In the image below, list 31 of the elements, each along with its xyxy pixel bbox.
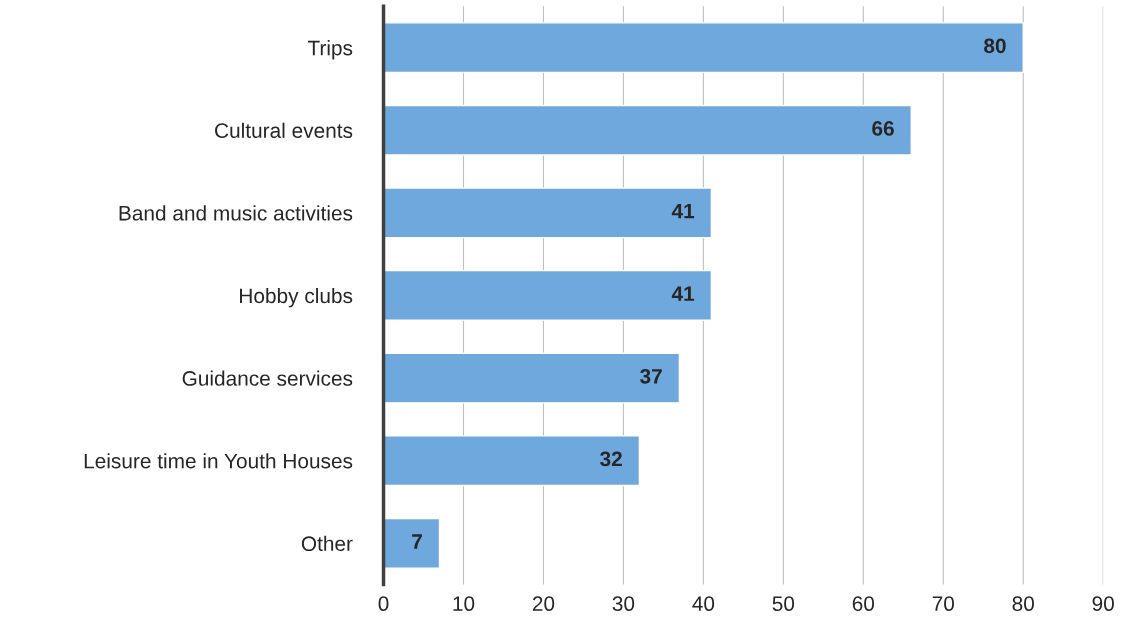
x-tick-label: 70 bbox=[932, 596, 955, 612]
data-label: 41 bbox=[671, 286, 695, 301]
x-tick-label: 30 bbox=[612, 596, 635, 612]
x-tick-label: 90 bbox=[1092, 596, 1114, 612]
data-label: 32 bbox=[600, 451, 622, 467]
bar bbox=[383, 22, 1024, 74]
bar bbox=[383, 435, 641, 487]
x-tick-label: 50 bbox=[772, 596, 795, 612]
data-label: 66 bbox=[872, 121, 894, 136]
y-tick-label: Leisure time in Youth Houses bbox=[84, 453, 353, 469]
x-tick-label: 20 bbox=[532, 596, 555, 612]
x-tick-label: 60 bbox=[852, 596, 875, 612]
x-tick-label: 0 bbox=[378, 596, 389, 612]
bar bbox=[383, 352, 681, 404]
y-tick-label: Cultural events bbox=[215, 122, 353, 138]
y-tick-label: Band and music activities bbox=[119, 205, 353, 221]
y-tick-label: Guidance services bbox=[182, 370, 353, 386]
x-tick-label: 80 bbox=[1012, 596, 1034, 612]
y-tick-label: Other bbox=[301, 535, 353, 552]
y-tick-label: Trips bbox=[307, 40, 353, 60]
bar bbox=[383, 187, 713, 239]
x-tick-label: 10 bbox=[453, 596, 475, 612]
bar bbox=[383, 517, 441, 569]
bar bbox=[383, 269, 713, 321]
data-label: 80 bbox=[984, 38, 1006, 54]
data-label: 41 bbox=[671, 203, 695, 219]
data-label: 7 bbox=[412, 534, 422, 549]
data-label: 37 bbox=[640, 368, 662, 384]
y-tick-label: Hobby clubs bbox=[240, 287, 353, 308]
x-tick-label: 40 bbox=[692, 596, 715, 612]
bar bbox=[383, 104, 912, 156]
